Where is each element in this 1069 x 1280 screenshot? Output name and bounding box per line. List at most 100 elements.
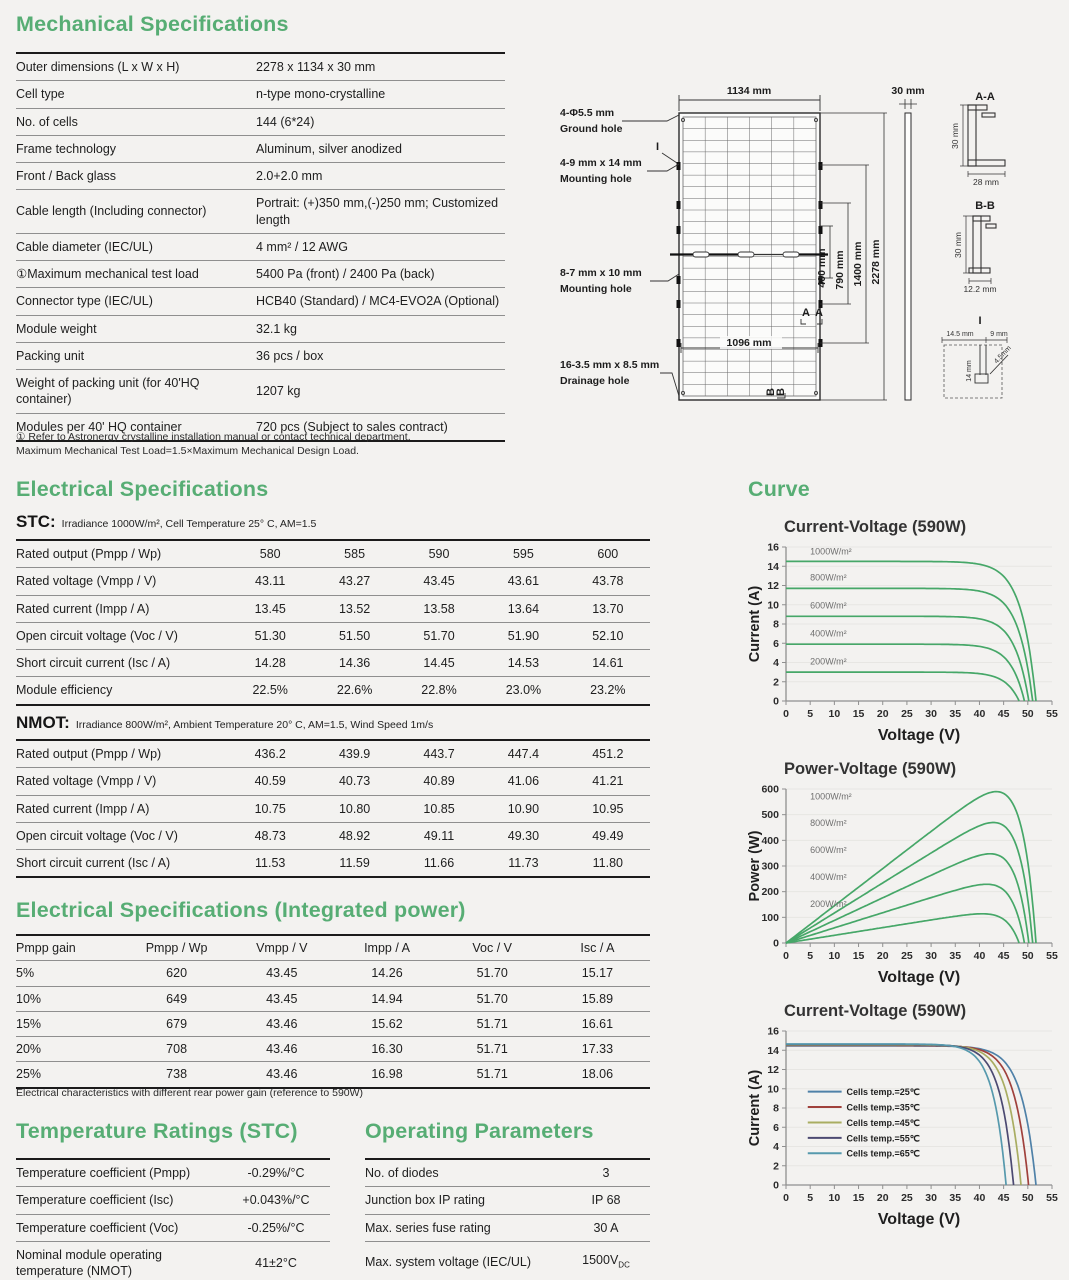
table-cell: 25% bbox=[16, 1067, 42, 1082]
table-cell: Pmpp gain bbox=[16, 941, 76, 955]
table-cell: ①Maximum mechanical test load bbox=[16, 267, 199, 281]
table-cell: 32.1 kg bbox=[256, 321, 298, 336]
section-marker-b2: B bbox=[775, 388, 787, 396]
operating-parameters-table: No. of diodes 3 Junction box IP rating IP 6… bbox=[365, 1158, 650, 1280]
section-marker-b1: B bbox=[765, 388, 777, 396]
section-bb-width: 12.2 mm bbox=[963, 284, 996, 294]
detail-i-marker: I bbox=[656, 141, 659, 153]
table-cell: 14.53 bbox=[507, 656, 540, 670]
table-cell: 443.7 bbox=[423, 747, 455, 761]
table-row: Front / Back glass 2.0+2.0 mm bbox=[16, 163, 505, 191]
drain-dim-label: 16-3.5 mm x 8.5 mm bbox=[560, 359, 659, 371]
chart2-plot: 0 5 10 15 20 25 30 35 40 45 50 55 0 100 200 300 400 500 60… bbox=[746, 781, 1068, 994]
mechanical-specs-table: Outer dimensions (L x W x H) 2278 x 1134 … bbox=[16, 52, 505, 442]
table-cell: 52.10 bbox=[592, 628, 624, 643]
svg-text:6: 6 bbox=[773, 638, 779, 650]
table-cell: 10.95 bbox=[592, 801, 624, 816]
table-cell: Temperature coefficient (Voc) bbox=[16, 1220, 179, 1235]
svg-text:100: 100 bbox=[761, 912, 779, 924]
svg-text:45: 45 bbox=[998, 1192, 1010, 1204]
table-cell: Connector type (IEC/UL) bbox=[16, 294, 153, 309]
dim-1096-label: 1096 mm bbox=[727, 337, 772, 349]
section-title-mechanical: Mechanical Specifications bbox=[16, 12, 289, 36]
table-cell: Front / Back glass bbox=[16, 169, 117, 183]
svg-text:35: 35 bbox=[949, 1192, 961, 1204]
table-cell: Junction box IP rating bbox=[365, 1193, 485, 1208]
svg-text:10: 10 bbox=[829, 708, 841, 720]
section-bb-title: B-B bbox=[975, 200, 995, 212]
table-cell: 40.59 bbox=[254, 774, 286, 789]
svg-text:15: 15 bbox=[853, 1192, 865, 1204]
table-cell: Nominal module operating temperature (NM… bbox=[16, 1247, 162, 1278]
svg-text:400: 400 bbox=[761, 835, 779, 847]
svg-text:35: 35 bbox=[949, 708, 961, 720]
svg-text:600W/m²: 600W/m² bbox=[810, 601, 847, 611]
dim-1400-label: 1400 mm bbox=[852, 242, 864, 287]
svg-text:200W/m²: 200W/m² bbox=[810, 899, 847, 909]
table-row: 25% 738 43.46 16.98 51.71 18.06 bbox=[16, 1062, 650, 1086]
table-cell: 23.0% bbox=[505, 683, 542, 698]
table-cell: +0.043%/°C bbox=[242, 1193, 310, 1208]
section-aa-profile bbox=[967, 104, 1006, 167]
chart2-title: Power-Voltage (590W) bbox=[784, 760, 957, 778]
svg-text:4: 4 bbox=[773, 657, 779, 669]
junction-connectors bbox=[692, 251, 800, 258]
table-cell: 16.61 bbox=[581, 1016, 614, 1031]
table-cell: 10.80 bbox=[338, 801, 371, 816]
svg-text:Cells temp.=35℃: Cells temp.=35℃ bbox=[846, 1103, 919, 1113]
svg-text:Voltage (V): Voltage (V) bbox=[878, 1211, 960, 1228]
table-cell: 2.0+2.0 mm bbox=[256, 169, 323, 183]
panel-side-view bbox=[904, 112, 912, 401]
table-cell: 13.64 bbox=[507, 601, 540, 616]
table-cell: Aluminum, silver anodized bbox=[256, 141, 402, 156]
table-cell: 10.85 bbox=[423, 801, 455, 816]
table-cell: n-type mono-crystalline bbox=[256, 87, 386, 102]
svg-text:5: 5 bbox=[807, 1192, 813, 1204]
table-cell: 144 (6*24) bbox=[256, 114, 315, 129]
table-cell: 600 bbox=[597, 547, 619, 561]
svg-text:500: 500 bbox=[761, 809, 779, 821]
table-cell: 13.70 bbox=[592, 601, 624, 616]
svg-text:5: 5 bbox=[807, 708, 813, 720]
table-row: Junction box IP rating IP 68 bbox=[365, 1187, 650, 1215]
table-cell: Packing unit bbox=[16, 348, 85, 363]
svg-text:25: 25 bbox=[901, 950, 913, 962]
table-cell: 14.45 bbox=[423, 656, 455, 670]
table-cell: 20% bbox=[16, 1042, 42, 1056]
svg-text:Cells temp.=55℃: Cells temp.=55℃ bbox=[846, 1133, 919, 1143]
stc-header: STC: Irradiance 1000W/m², Cell Temperatur… bbox=[16, 512, 316, 532]
svg-text:0: 0 bbox=[783, 1192, 789, 1204]
table-cell: -0.25%/°C bbox=[247, 1220, 305, 1235]
right-dimension-lines bbox=[820, 112, 887, 401]
table-row: Temperature coefficient (Isc) +0.043%/°C bbox=[16, 1187, 330, 1215]
table-cell: 22.5% bbox=[252, 683, 288, 698]
table-cell: 590 bbox=[428, 547, 450, 561]
table-cell: 41.06 bbox=[507, 774, 540, 789]
pv-curve-chart-irradiance: Power-Voltage (590W) 0 5 10 15 20 25 30 35 40 45 5… bbox=[746, 760, 1068, 994]
table-cell: 22.8% bbox=[421, 683, 457, 698]
table-row: Frame technology Aluminum, silver anodize… bbox=[16, 136, 505, 163]
table-cell: 620 bbox=[166, 966, 188, 981]
table-cell: 11.59 bbox=[339, 856, 370, 870]
svg-text:55: 55 bbox=[1046, 950, 1058, 962]
table-cell: 585 bbox=[344, 547, 366, 561]
table-cell: 43.46 bbox=[266, 1067, 298, 1082]
table-row: No. of diodes 3 bbox=[365, 1160, 650, 1188]
table-cell: 10.90 bbox=[507, 801, 540, 816]
svg-text:800W/m²: 800W/m² bbox=[810, 818, 847, 828]
svg-text:800W/m²: 800W/m² bbox=[810, 573, 847, 583]
table-cell: Short circuit current (Isc / A) bbox=[16, 656, 171, 670]
svg-text:0: 0 bbox=[773, 938, 779, 950]
svg-text:30: 30 bbox=[925, 950, 937, 962]
svg-text:40: 40 bbox=[974, 1192, 986, 1204]
table-cell: 43.11 bbox=[255, 574, 286, 589]
table-cell: 43.78 bbox=[592, 574, 624, 589]
svg-text:Voltage (V): Voltage (V) bbox=[878, 969, 960, 986]
svg-text:1000W/m²: 1000W/m² bbox=[810, 547, 852, 557]
svg-text:20: 20 bbox=[877, 950, 889, 962]
table-cell: 36 pcs / box bbox=[256, 348, 324, 363]
svg-text:16: 16 bbox=[767, 542, 779, 554]
table-cell: 11.66 bbox=[423, 856, 455, 870]
svg-text:200: 200 bbox=[761, 886, 779, 898]
table-cell: 13.58 bbox=[423, 601, 455, 616]
